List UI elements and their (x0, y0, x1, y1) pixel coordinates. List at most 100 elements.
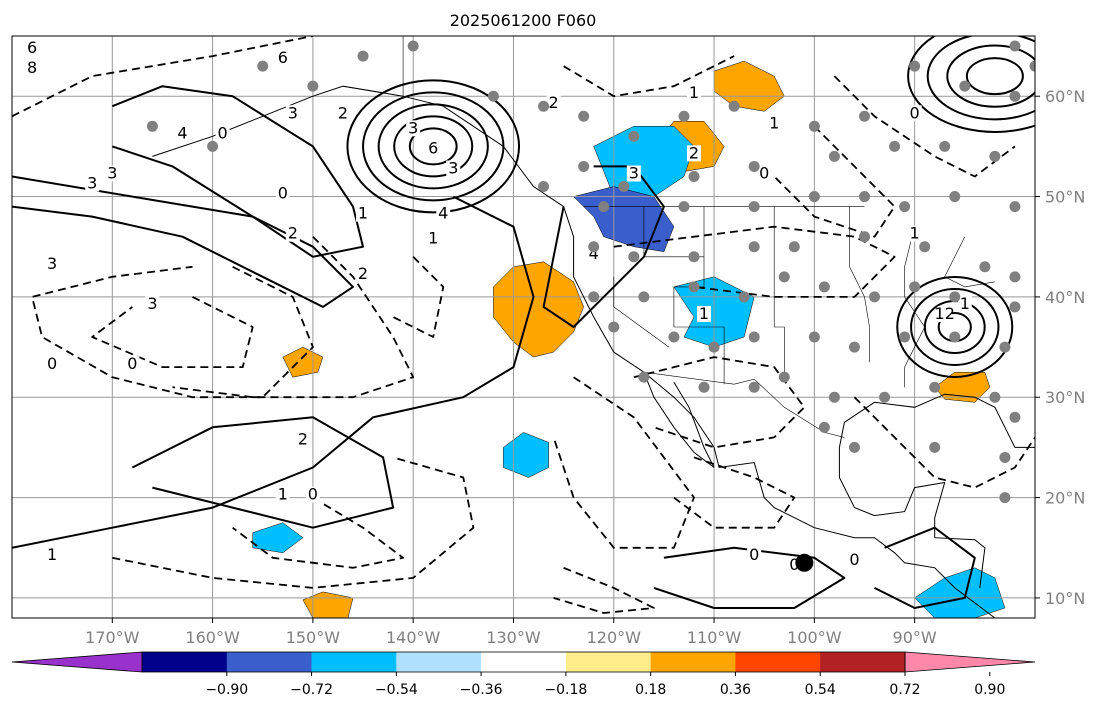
station-point (688, 281, 700, 293)
contour-negative (31, 265, 314, 399)
contour-positive (346, 79, 521, 214)
station-point (708, 341, 720, 353)
station-point (879, 391, 891, 403)
station-point (146, 120, 158, 132)
station-point (818, 421, 830, 433)
station-point (859, 191, 870, 203)
station-point (889, 140, 901, 152)
contour-negative (773, 125, 896, 238)
y-tick-label: 40°N (1045, 288, 1085, 307)
contour-label: 12 (935, 304, 955, 323)
contour-negative (392, 256, 445, 338)
contour-label: 2 (689, 143, 699, 162)
contour-label-bg (285, 105, 300, 122)
contour-label-bg (937, 305, 952, 322)
coastline (838, 393, 1035, 588)
storm-marker (795, 553, 814, 572)
station-point (859, 110, 870, 122)
contour-label: 0 (218, 123, 228, 142)
station-point (578, 110, 590, 122)
contour-positive (965, 57, 1024, 96)
colorbar-bin (820, 652, 906, 672)
station-point (929, 381, 941, 393)
contour-label: 3 (87, 174, 97, 193)
colorbar-extend-high (904, 651, 1036, 673)
contour-label-bg (275, 185, 290, 202)
station-point (748, 201, 760, 213)
station-point (307, 80, 319, 92)
station-point (628, 251, 640, 263)
contour-label-bg (406, 120, 421, 137)
contour-negative (613, 225, 896, 298)
station-point (979, 261, 991, 273)
station-point (618, 181, 630, 193)
map-frame (11, 35, 1036, 619)
colorbar-extend-low (11, 651, 143, 673)
contour-positive (542, 165, 665, 328)
contour-positive (131, 416, 395, 529)
contour-label: 1 (47, 545, 57, 564)
station-point (848, 441, 860, 453)
contour-positive (408, 127, 458, 166)
shaded-region-positive (493, 261, 584, 358)
contour-positive (896, 276, 1014, 378)
station-point (1009, 201, 1021, 213)
contour-label-bg (25, 40, 40, 57)
contour-label: 3 (448, 158, 458, 177)
contour-label: 1 (699, 304, 709, 323)
contour-label: 0 (308, 485, 318, 504)
colorbar-bin (565, 652, 652, 672)
contour-label-bg (446, 160, 461, 177)
station-point (748, 331, 760, 343)
station-point (698, 381, 710, 393)
colorbar-bin (226, 652, 313, 672)
contour-label: 2 (358, 264, 368, 283)
contour-negative (112, 456, 475, 589)
station-point (949, 331, 961, 343)
contour-label: 0 (127, 354, 137, 373)
colorbar-bin (396, 652, 482, 672)
station-point (638, 291, 650, 303)
colorbar-tick-label: −0.72 (290, 682, 333, 698)
x-tick-label: 100°W (787, 628, 842, 647)
station-point (828, 150, 840, 162)
station-marker-layer (146, 40, 1035, 504)
station-point (818, 281, 830, 293)
contour-label: 1 (769, 113, 779, 132)
contour-positive (907, 36, 1035, 133)
station-point (989, 391, 1001, 403)
contour-label-bg (105, 165, 120, 182)
shaded-region-negative (503, 432, 549, 478)
coastline (152, 85, 996, 618)
contour-label: 6 (278, 48, 288, 67)
contour-label: 0 (759, 163, 769, 182)
station-point (748, 160, 760, 172)
station-point (899, 331, 911, 343)
station-point (668, 331, 680, 343)
station-point (688, 251, 700, 263)
contour-label-bg (305, 486, 320, 503)
contour-positive (377, 103, 489, 190)
contour-negative (12, 36, 314, 118)
colorbar-tick-label: 0.54 (805, 682, 836, 698)
x-tick-label: 90°W (893, 628, 937, 647)
contour-label: 3 (629, 163, 639, 182)
contour-label-bg (687, 85, 701, 102)
x-tick-label: 170°W (85, 628, 140, 647)
station-point (859, 231, 870, 243)
station-point (578, 160, 590, 172)
colorbar-tick-label: 0.72 (889, 682, 920, 698)
station-point (688, 170, 700, 182)
contour-negative (633, 356, 806, 449)
station-point (989, 150, 1001, 162)
contour-label-bg (356, 205, 371, 222)
contour-label-bg (757, 165, 772, 182)
contour-label: 2 (548, 93, 558, 112)
contour-positive (653, 546, 846, 609)
station-point (919, 241, 931, 253)
contour-positive (362, 91, 505, 202)
colorbar-tick-label: 0.18 (635, 682, 666, 698)
contour-label-bg (25, 60, 40, 77)
